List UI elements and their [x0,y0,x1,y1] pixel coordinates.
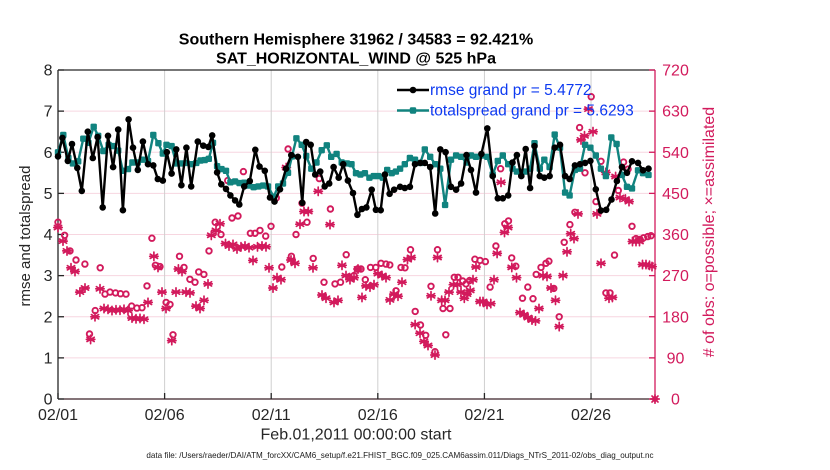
svg-text:02/21: 02/21 [464,407,504,424]
svg-text:02/16: 02/16 [358,407,398,424]
svg-text:02/26: 02/26 [571,407,611,424]
svg-text:6: 6 [44,145,53,162]
svg-text:SAT_HORIZONTAL_WIND @ 525 hPa: SAT_HORIZONTAL_WIND @ 525 hPa [216,51,496,68]
svg-text:# of obs: o=possible; ×=assimi: # of obs: o=possible; ×=assimilated [701,107,718,357]
svg-text:5: 5 [44,186,53,203]
svg-text:rmse and totalspread: rmse and totalspread [17,166,34,307]
svg-text:630: 630 [662,104,689,121]
svg-text:totalspread grand pr = 5.6293: totalspread grand pr = 5.6293 [430,103,634,120]
svg-text:270: 270 [662,268,689,285]
svg-text:02/11: 02/11 [252,407,291,424]
svg-text:1: 1 [44,351,53,368]
svg-text:720: 720 [662,63,689,80]
svg-text:360: 360 [662,227,689,244]
svg-text:rmse grand pr = 5.4772: rmse grand pr = 5.4772 [430,82,592,99]
svg-text:450: 450 [662,186,689,203]
svg-text:2: 2 [44,309,53,326]
svg-text:Southern Hemisphere 31962 / 34: Southern Hemisphere 31962 / 34583 = 92.4… [179,32,533,49]
svg-text:02/01: 02/01 [38,407,78,424]
svg-text:7: 7 [44,104,53,121]
svg-text:8: 8 [44,63,53,80]
svg-text:0: 0 [44,392,53,409]
svg-text:180: 180 [662,309,689,326]
svg-text:4: 4 [44,227,53,244]
svg-text:0: 0 [671,392,680,409]
svg-text:02/06: 02/06 [145,407,185,424]
svg-text:90: 90 [667,351,685,368]
svg-text:540: 540 [662,145,689,162]
svg-text:3: 3 [44,268,53,285]
svg-text:Feb.01,2011 00:00:00 start: Feb.01,2011 00:00:00 start [261,427,453,444]
svg-text:data file: /Users/raeder/DAI/A: data file: /Users/raeder/DAI/ATM_forcXX/… [146,451,653,460]
